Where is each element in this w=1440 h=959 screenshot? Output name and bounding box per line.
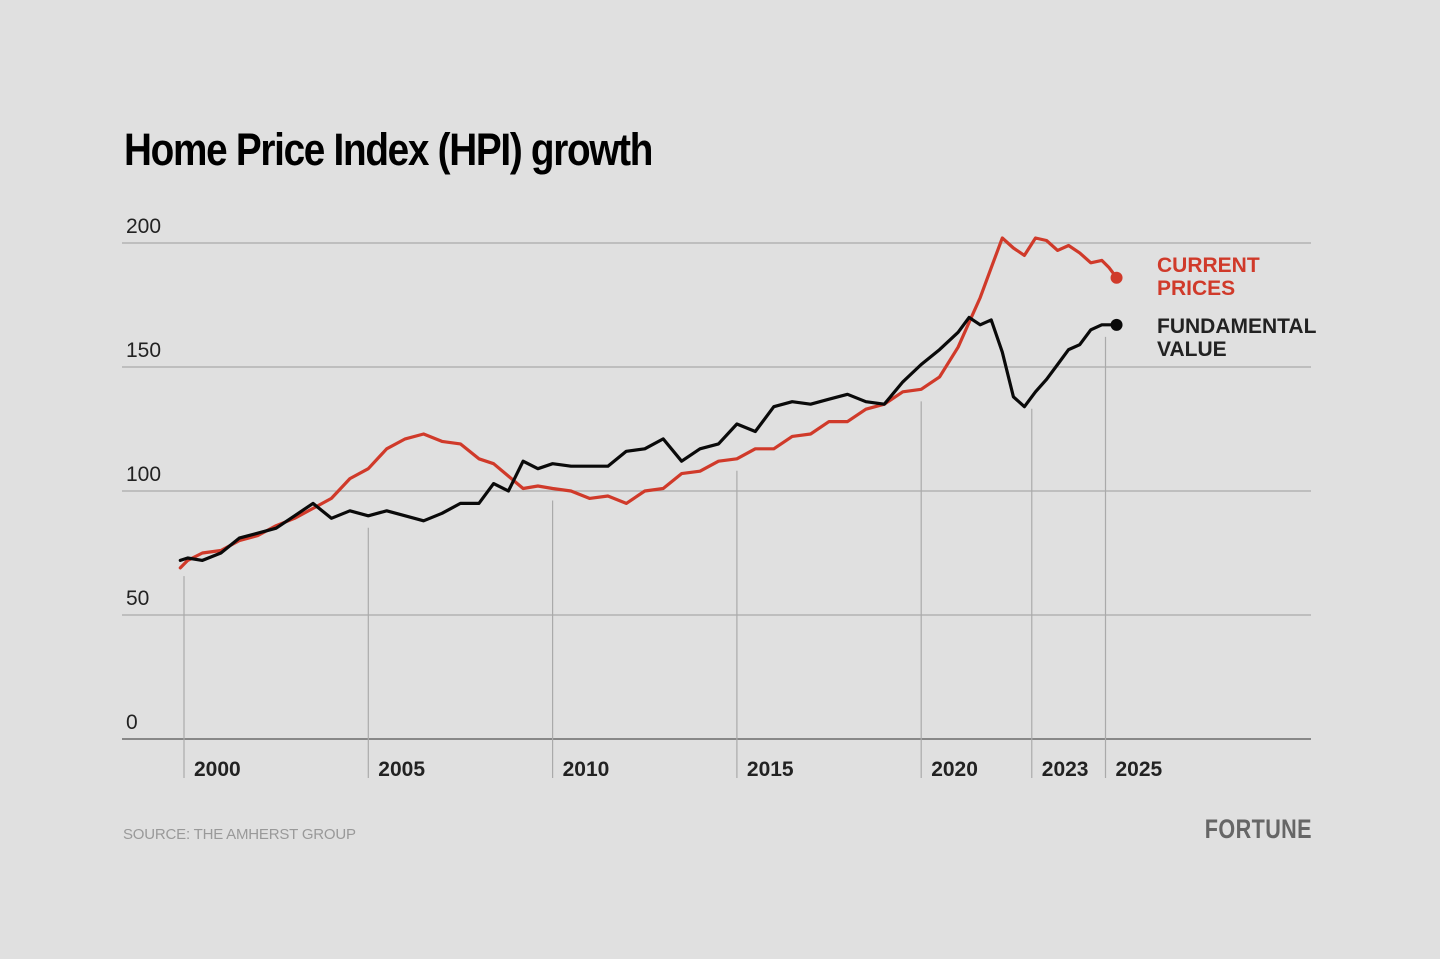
x-axis: 2000 2005 2010 2015 2020 2023 2025 xyxy=(183,336,1163,781)
x-tick-label: 2010 xyxy=(563,758,610,781)
y-tick-label: 150 xyxy=(126,339,161,362)
x-tick-label: 2023 xyxy=(1042,758,1089,781)
y-axis: 0 50 100 150 200 xyxy=(126,215,161,734)
series-label: PRICES xyxy=(1157,277,1235,300)
x-tick-label: 2025 xyxy=(1116,758,1163,781)
series-label: FUNDAMENTAL xyxy=(1157,315,1317,338)
series-line-current-prices xyxy=(178,236,1119,570)
source-note: SOURCE: THE AMHERST GROUP xyxy=(123,826,356,843)
x-tick-label: 2005 xyxy=(378,758,425,781)
series-label: CURRENT xyxy=(1157,254,1260,277)
series-line-fundamental-value xyxy=(178,315,1119,563)
y-tick-label: 100 xyxy=(126,463,161,486)
y-tick-label: 200 xyxy=(126,215,161,238)
publisher-logo: FORTUNE xyxy=(1204,814,1312,844)
x-tick-label: 2020 xyxy=(931,758,978,781)
y-tick-label: 50 xyxy=(126,587,149,610)
chart-title: Home Price Index (HPI) growth xyxy=(124,124,653,175)
y-tick-label: 0 xyxy=(126,711,138,734)
series-endpoint-marker xyxy=(1110,271,1123,284)
series-label: VALUE xyxy=(1157,338,1227,361)
x-tick-label: 2000 xyxy=(194,758,241,781)
gridlines xyxy=(122,242,1311,740)
series-endpoint-marker xyxy=(1110,318,1123,331)
series-lines xyxy=(178,236,1123,570)
x-tick-label: 2015 xyxy=(747,758,794,781)
